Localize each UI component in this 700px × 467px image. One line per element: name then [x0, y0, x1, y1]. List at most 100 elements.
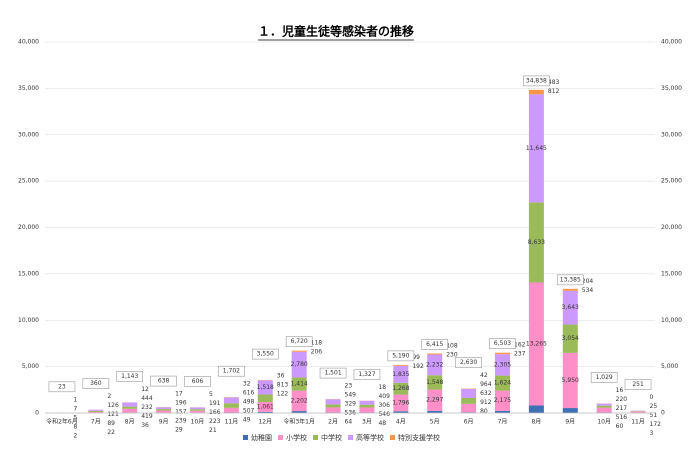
data-label: 122 — [277, 391, 289, 398]
y-tick-label: 35,000 — [18, 85, 39, 92]
y-tick-label: 0 — [35, 410, 39, 417]
data-label: 23 — [345, 383, 353, 390]
total-label-box — [251, 348, 279, 360]
data-label: 498 — [243, 399, 255, 406]
total-label-box — [218, 365, 245, 377]
y-tick-label: 30,000 — [18, 131, 39, 138]
data-label: 546 — [378, 411, 390, 418]
x-tick-label: 令和2年6月 — [46, 418, 78, 426]
data-label: 813 — [277, 382, 289, 389]
data-label: 12 — [141, 386, 149, 393]
legend-label: 特別支援学校 — [398, 433, 440, 442]
x-tick-label: 10月 — [597, 419, 611, 426]
chart-title: １．児童生徒等感染者の推移 — [258, 24, 414, 39]
data-label: 51 — [650, 412, 658, 419]
data-label: 3,054 — [562, 335, 579, 342]
y2-tick-label: 20,000 — [661, 224, 682, 231]
data-label: 11,645 — [526, 145, 547, 152]
bar-segment — [528, 282, 544, 406]
bar-segment — [156, 410, 172, 413]
data-label: 32 — [243, 381, 251, 388]
bar-segment — [495, 354, 510, 376]
x-tick-label: 2月 — [328, 419, 338, 426]
total-label: 1,029 — [596, 374, 613, 381]
data-label: 0 — [650, 394, 654, 401]
bar-segment — [156, 409, 172, 411]
data-label: 232 — [141, 404, 153, 411]
bar-segment — [190, 410, 205, 413]
data-label: 166 — [209, 409, 221, 416]
bar-segment — [596, 405, 612, 408]
x-tick-label: 8月 — [125, 419, 135, 426]
legend-swatch — [348, 435, 353, 440]
data-label: 2 — [107, 393, 111, 400]
data-label: 912 — [480, 399, 492, 406]
bar-segment — [427, 354, 443, 376]
data-label: 17 — [175, 391, 183, 398]
bar-segment — [596, 407, 612, 413]
bar-segment — [122, 402, 138, 407]
bar-segment — [291, 350, 307, 352]
data-label: 2,305 — [494, 361, 511, 368]
total-label: 13,385 — [560, 276, 581, 283]
bar-segment — [461, 397, 477, 404]
total-label: 1,327 — [358, 371, 375, 378]
y-tick-label: 25,000 — [18, 178, 39, 185]
total-label: 360 — [90, 380, 102, 387]
legend-swatch — [313, 435, 318, 440]
data-label: 16 — [616, 387, 624, 394]
data-label: 204 — [582, 278, 594, 285]
x-tick-label: 11月 — [631, 419, 645, 426]
data-label: 64 — [345, 419, 353, 426]
total-label: 1,702 — [223, 368, 240, 375]
bar-segment — [122, 408, 138, 413]
bar-segment — [156, 407, 172, 410]
data-label: 13,265 — [526, 340, 547, 347]
bar-segment — [190, 409, 205, 411]
y2-tick-label: 5,000 — [661, 363, 678, 370]
bar-segment — [393, 365, 409, 383]
x-tick-label: 4月 — [396, 419, 406, 426]
total-label: 638 — [158, 378, 170, 385]
legend-label: 中学校 — [321, 433, 342, 442]
bar-segment — [393, 382, 409, 395]
legend-swatch — [278, 435, 283, 440]
legend-swatch — [390, 435, 395, 440]
data-label: 507 — [243, 408, 255, 415]
total-label: 1,501 — [324, 370, 341, 377]
total-label-box — [387, 350, 415, 362]
data-label: 1,548 — [426, 379, 443, 386]
total-label-box — [523, 75, 550, 87]
bar-segment — [88, 411, 104, 413]
x-tick-label: 8月 — [531, 419, 541, 426]
data-label: 157 — [175, 409, 187, 416]
data-label: 25 — [650, 403, 658, 410]
data-label: 99 — [412, 354, 420, 361]
total-label: 606 — [192, 378, 204, 385]
data-label: 162 — [514, 342, 526, 349]
data-label: 230 — [446, 352, 458, 359]
y-tick-label: 10,000 — [18, 317, 39, 324]
data-label: 306 — [378, 402, 390, 409]
bar-segment — [495, 390, 510, 411]
data-label: 29 — [175, 427, 183, 434]
data-label: 5,950 — [562, 377, 579, 384]
x-tick-label: 10月 — [191, 419, 205, 426]
data-label: 21 — [209, 427, 217, 434]
x-tick-label: 7月 — [498, 419, 508, 426]
data-label: 534 — [582, 287, 594, 294]
y2-tick-label: 30,000 — [661, 131, 682, 138]
bar-segment — [325, 404, 341, 408]
total-label-box — [184, 376, 211, 387]
bar-segment — [223, 397, 239, 404]
bar-segment — [495, 352, 510, 355]
data-label: 812 — [548, 88, 560, 95]
x-tick-label: 12月 — [258, 419, 272, 426]
y-tick-label: 15,000 — [18, 270, 39, 277]
data-label: 5 — [73, 414, 77, 421]
data-label: 239 — [175, 418, 187, 425]
data-label: 8,633 — [528, 239, 545, 246]
data-label: 36 — [141, 422, 149, 429]
data-label: 1,268 — [392, 385, 409, 392]
bar-segment — [630, 411, 646, 413]
